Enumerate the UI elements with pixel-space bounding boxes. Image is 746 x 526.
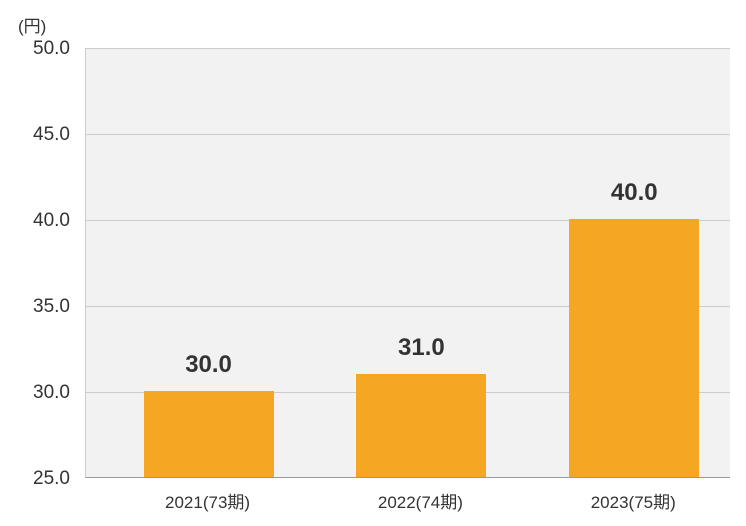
x-tick-label: 2021(73期) [165, 488, 250, 513]
bar-value-label: 40.0 [611, 179, 658, 207]
y-tick-label: 25.0 [15, 468, 70, 490]
y-axis-unit: (円) [18, 12, 46, 37]
bar-value-label: 31.0 [398, 334, 445, 362]
y-tick-label: 40.0 [15, 210, 70, 232]
y-tick-label: 35.0 [15, 296, 70, 318]
bar [356, 374, 486, 477]
gridline [86, 48, 730, 49]
bar-chart: (円) 50.0 45.0 40.0 35.0 30.0 25.0 30.0 3… [0, 0, 746, 526]
y-tick-label: 50.0 [15, 38, 70, 60]
y-tick-label: 45.0 [15, 124, 70, 146]
bar [569, 219, 699, 477]
y-tick-label: 30.0 [15, 382, 70, 404]
gridline [86, 134, 730, 135]
plot-area: 30.0 31.0 40.0 [85, 48, 730, 478]
bar-value-label: 30.0 [185, 351, 232, 379]
x-tick-label: 2023(75期) [591, 488, 676, 513]
bar [144, 391, 274, 477]
x-tick-label: 2022(74期) [378, 488, 463, 513]
